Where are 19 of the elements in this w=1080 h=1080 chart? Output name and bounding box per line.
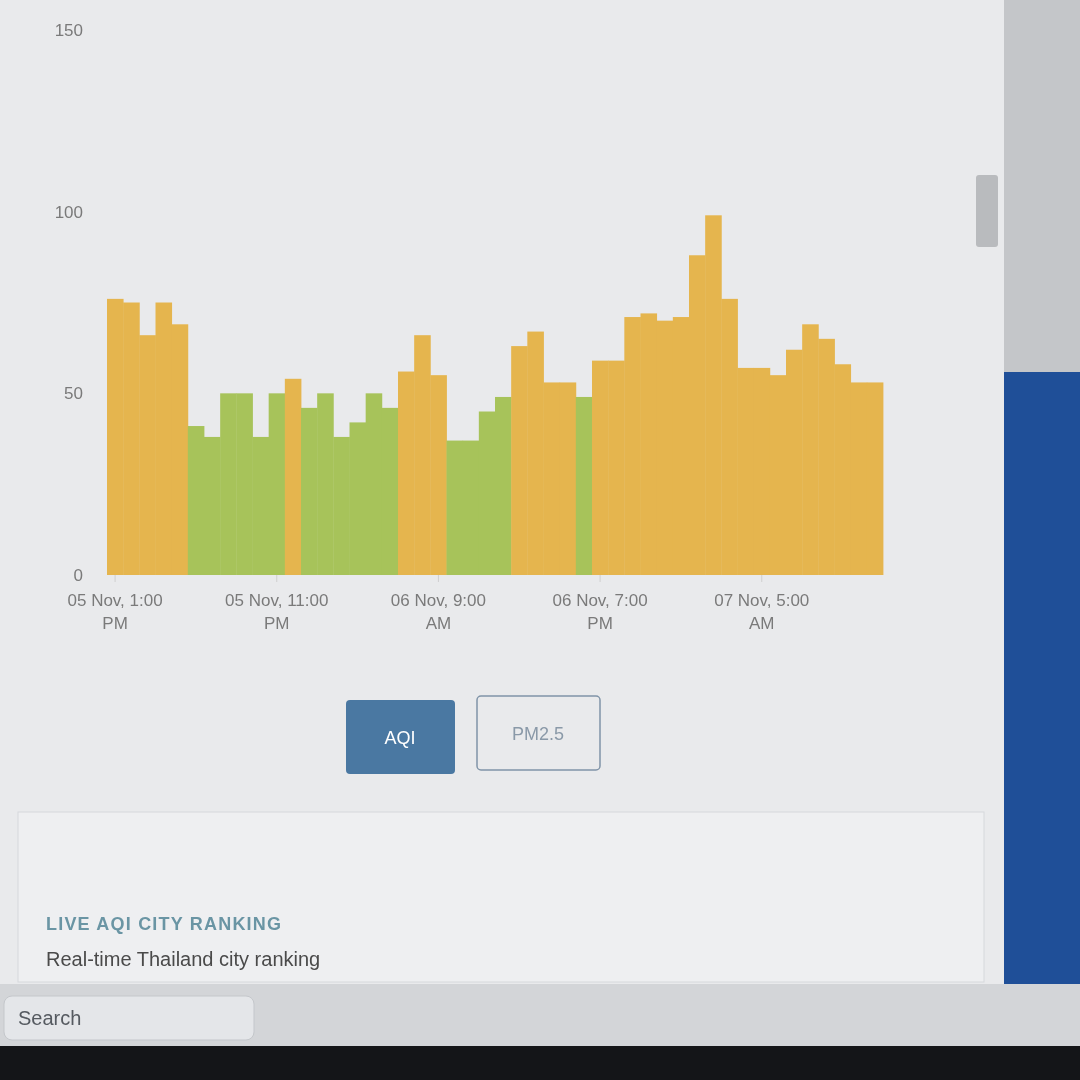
button[interactable] [476, 695, 601, 771]
button[interactable] [346, 700, 455, 774]
y-tick-label: 0 [73, 565, 83, 585]
y-tick-label: 100 [54, 202, 83, 222]
x-tick-label: 06 Nov, 7:00 PM [552, 591, 648, 633]
y-tick-label: 150 [54, 20, 83, 40]
text: AQI [384, 728, 416, 748]
x-tick-label: 05 Nov, 11:00 PM [225, 591, 329, 633]
x-tick-label: 06 Nov, 9:00 AM [390, 591, 486, 633]
bar [575, 396, 593, 575]
text: Real-time Thailand city ranking [46, 948, 321, 970]
x-tick-label: 05 Nov, 1:00 PM [67, 591, 163, 633]
y-tick-label: 50 [64, 384, 83, 404]
text: PM2.5 [511, 724, 565, 744]
text: Search [18, 1007, 82, 1029]
bar [284, 378, 302, 575]
text: LIVE AQI CITY RANKING [46, 914, 283, 934]
search-box[interactable] [3, 995, 255, 1041]
x-tick-label: 07 Nov, 5:00 AM [714, 591, 810, 633]
